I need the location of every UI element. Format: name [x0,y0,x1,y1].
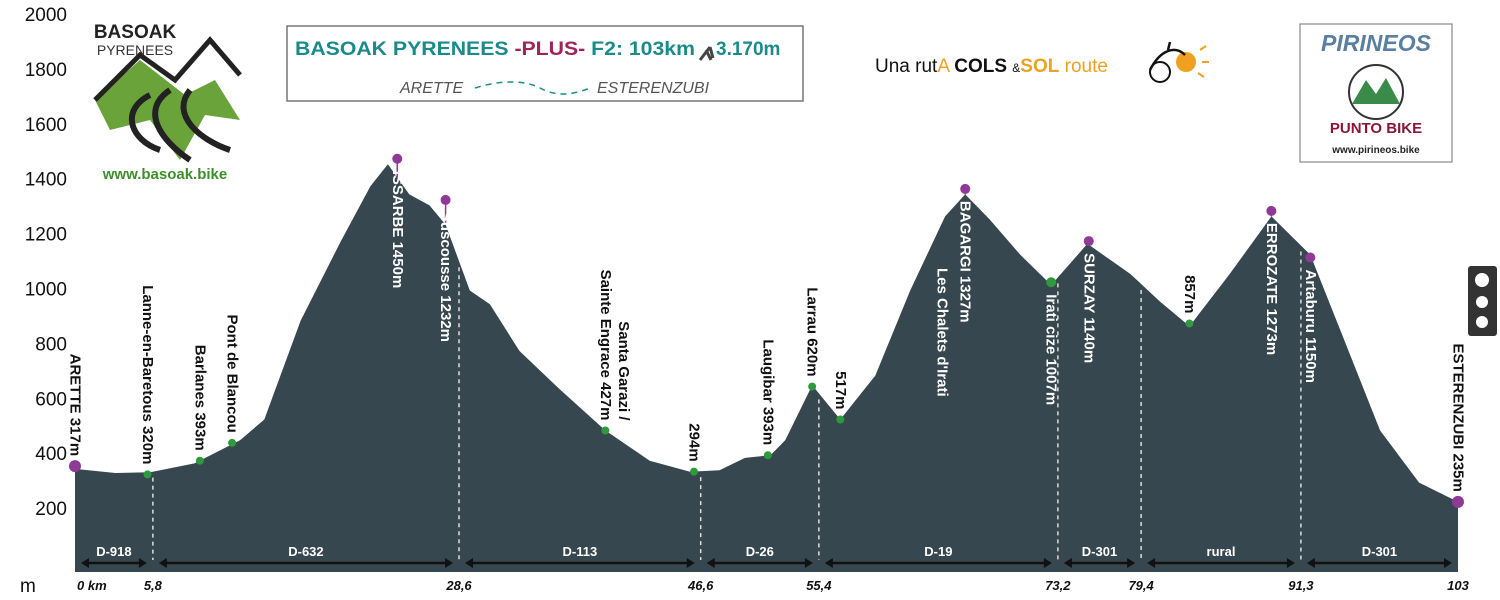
pirineos-emblem [1348,64,1404,120]
waypoint-marker [143,470,152,479]
pirineos-shop: PUNTO BIKE [1330,120,1422,137]
route-squiggle [474,81,591,95]
waypoint-label: ISSARBE 1450m [389,171,406,289]
x-tick-label: 55,4 [806,578,832,593]
annotation: Les Chalets d'Irati [934,268,951,397]
y-tick-label: 200 [35,499,67,520]
tagline-part: route [1065,56,1108,77]
tagline-part: Una rut [875,56,938,77]
cyclist-icon [1148,41,1209,83]
title-part: F2: [591,39,623,60]
waypoint-marker [808,382,817,391]
waypoint-label: Santa Garazi / [615,321,632,421]
road-label: D-113 [563,544,598,559]
waypoint-label: Lanne-en-Baretous 320m [139,285,156,464]
x-tick-label: 73,2 [1045,578,1071,593]
waypoint-label: ESTERENZUBI 235m [1450,343,1467,491]
y-unit: m [20,576,36,597]
x-tick-label: 28,6 [445,578,472,593]
x-tick-label: 5,8 [144,578,163,593]
title-part: BASOAK PYRENEES [295,39,509,60]
tagline-part: SOL [1020,56,1059,77]
road-label: D-19 [924,544,952,559]
elevation-area [75,164,1458,572]
license-badge [1468,266,1497,336]
y-tick-label: 1600 [25,115,67,136]
waypoint-marker [836,415,845,424]
waypoint-marker [69,460,81,473]
tagline-part: COLS [954,56,1007,77]
waypoint-label: Artaburu 1150m [1302,270,1319,383]
road-label: D-632 [288,544,323,559]
waypoint-marker [392,153,403,164]
road-label: rural [1207,544,1236,559]
waypoint-marker [689,467,698,476]
logo-region: PYRENEES [97,42,173,58]
tagline-part: A [937,56,950,77]
waypoint-label: Barlanes 393m [191,345,208,451]
waypoint-marker [1452,495,1464,508]
y-tick-label: 1800 [25,60,67,81]
y-tick-label: 800 [35,334,67,355]
basoak-logo: BASOAK PYRENEES www.basoak.bike [93,22,242,183]
x-tick-label: 0 km [77,578,107,593]
waypoint-label: Larrau 620m [804,287,821,376]
waypoint-marker [1305,252,1316,263]
climb-icon [698,46,715,61]
y-tick-label: 1200 [25,225,67,246]
waypoint-marker [195,456,204,465]
x-tick-label: 91,3 [1288,578,1314,593]
segment-arrowhead [81,558,147,568]
tagline: Una rutA COLS &SOL route [875,56,1108,77]
waypoint-label: Sainte Engrace 427m [597,270,614,421]
waypoint-marker [440,194,451,205]
road-label: D-301 [1082,544,1117,559]
waypoint-label: Irati cize 1007m [1043,294,1060,405]
waypoint-label: Pont de Blancou [224,315,241,433]
title-box [286,25,804,102]
waypoint-marker [1185,319,1194,328]
logo-url: www.basoak.bike [102,166,228,183]
waypoint-marker [960,183,971,194]
pirineos-url: www.pirineos.bike [1331,145,1420,156]
waypoint-label: 857m [1181,275,1198,313]
waypoint-label: ARETTE 317m [67,354,84,457]
route-to: ESTERENZUBI [597,80,710,97]
title-part: 103km [629,39,695,60]
y-tick-label: 2000 [25,5,67,26]
x-tick-label: 103 [1447,578,1469,593]
x-tick-label: 79,4 [1128,578,1154,593]
title-climb: 3.170m [716,39,780,60]
waypoint-label: 517m [832,371,849,409]
road-label: D-26 [746,544,774,559]
road-label: D-918 [96,544,131,559]
tagline-part: & [1012,61,1020,75]
y-tick-label: 1400 [25,170,67,191]
title-part: -PLUS- [514,39,585,60]
waypoint-marker [1046,277,1057,288]
waypoint-marker [1266,205,1277,216]
waypoint-label: SURZAY 1140m [1080,253,1097,363]
logo-name: BASOAK [94,22,177,43]
waypoint-label: Suscousse 1232m [437,212,454,342]
y-tick-label: 400 [35,444,67,465]
x-tick-label: 46,6 [687,578,714,593]
pirineos-name: PIRINEOS [1321,30,1432,56]
waypoint-marker [228,438,237,447]
y-tick-label: 600 [35,389,67,410]
y-tick-label: 1000 [25,280,67,301]
pirineos-emblem-mountain [1352,78,1400,104]
segment-arrowhead [1063,558,1136,568]
road-label: D-301 [1362,544,1397,559]
waypoint-marker [1083,236,1094,247]
route-from: ARETTE [399,80,463,97]
waypoint-marker [763,451,772,460]
waypoint-label: Laugibar 393m [759,339,776,445]
waypoint-label: ERROZATE 1273m [1263,223,1280,355]
waypoint-marker [601,426,610,435]
waypoint-label: 294m [685,423,702,461]
waypoint-label: BAGARGI 1327m [957,201,974,323]
chart-title: BASOAK PYRENEES -PLUS- F2: 103km [295,39,695,60]
